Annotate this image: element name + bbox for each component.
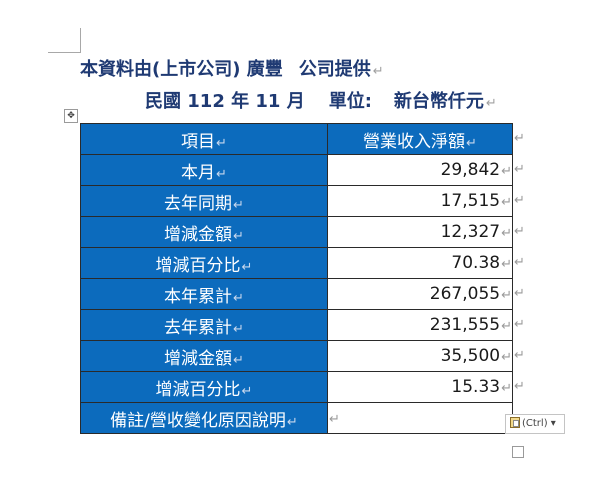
table-note-row: 備註/營收變化原因說明↵ ↵ bbox=[80, 402, 513, 434]
note-label: 備註/營收變化原因說明 bbox=[110, 410, 286, 431]
cell-end-mark: ↵ bbox=[501, 350, 512, 365]
cell-end-mark: ↵ bbox=[233, 290, 244, 306]
cell-end-mark: ↵ bbox=[233, 228, 244, 244]
header-line-period: 民國 112 年 11 月 單位: 新台幣仟元 ↵ bbox=[145, 91, 497, 115]
row-label-cell[interactable]: 本月↵ bbox=[80, 154, 328, 186]
row-value-cell[interactable]: 35,500↵ bbox=[327, 340, 513, 372]
cell-end-mark: ↵ bbox=[329, 412, 340, 427]
cell-end-mark: ↵ bbox=[216, 135, 227, 151]
table-row: 增減金額↵ 35,500↵ bbox=[80, 340, 513, 372]
row-value: 29,842 bbox=[440, 160, 501, 180]
header-value-cell[interactable]: 營業收入淨額↵ bbox=[327, 123, 513, 155]
row-end-mark: ↵ bbox=[514, 348, 525, 363]
row-label: 本月 bbox=[181, 162, 216, 183]
row-label: 增減百分比 bbox=[155, 255, 241, 276]
row-end-mark: ↵ bbox=[514, 317, 525, 332]
row-label: 增減百分比 bbox=[155, 379, 241, 400]
row-end-mark: ↵ bbox=[514, 286, 525, 301]
cell-end-mark: ↵ bbox=[233, 321, 244, 337]
row-label: 增減金額 bbox=[164, 224, 233, 245]
row-label: 去年同期 bbox=[164, 193, 233, 214]
row-end-mark: ↵ bbox=[514, 193, 525, 208]
paste-options-label: (Ctrl) bbox=[522, 418, 548, 429]
header-label: 項目 bbox=[181, 131, 216, 152]
page-corner-marker bbox=[48, 28, 81, 53]
period-text: 民國 112 年 11 月 bbox=[145, 91, 305, 112]
note-label-cell[interactable]: 備註/營收變化原因說明↵ bbox=[80, 402, 328, 434]
provided-text: 公司提供 bbox=[298, 59, 371, 80]
unit-value: 新台幣仟元 bbox=[393, 91, 484, 112]
row-label: 去年累計 bbox=[164, 317, 233, 338]
paragraph-mark: ↵ bbox=[485, 96, 497, 111]
table-header-row: 項目↵ 營業收入淨額↵ bbox=[80, 123, 513, 155]
row-label-cell[interactable]: 本年累計↵ bbox=[80, 278, 328, 310]
row-value: 17,515 bbox=[440, 191, 501, 211]
header-label-cell[interactable]: 項目↵ bbox=[80, 123, 328, 155]
table-resize-handle-icon[interactable] bbox=[512, 446, 524, 458]
row-value-cell[interactable]: 12,327↵ bbox=[327, 216, 513, 248]
cell-end-mark: ↵ bbox=[501, 226, 512, 241]
revenue-table: 項目↵ 營業收入淨額↵ 本月↵ 29,842↵ 去年同期↵ 17,515↵ 增減… bbox=[80, 123, 513, 434]
cell-end-mark: ↵ bbox=[466, 135, 477, 151]
table-row: 去年同期↵ 17,515↵ bbox=[80, 185, 513, 217]
cell-end-mark: ↵ bbox=[233, 352, 244, 368]
source-text: 本資料由(上市公司) 廣豐 bbox=[80, 59, 283, 80]
row-end-mark: ↵ bbox=[514, 131, 525, 146]
row-end-mark: ↵ bbox=[514, 379, 525, 394]
cell-end-mark: ↵ bbox=[501, 288, 512, 303]
row-value-cell[interactable]: 17,515↵ bbox=[327, 185, 513, 217]
table-move-handle-icon[interactable]: ✥ bbox=[64, 109, 78, 123]
paste-options-button[interactable]: (Ctrl) ▾ bbox=[505, 414, 565, 434]
table-row: 本年累計↵ 267,055↵ bbox=[80, 278, 513, 310]
cell-end-mark: ↵ bbox=[501, 164, 512, 179]
cell-end-mark: ↵ bbox=[241, 259, 253, 275]
cell-end-mark: ↵ bbox=[501, 195, 512, 210]
header-value: 營業收入淨額 bbox=[363, 131, 466, 152]
row-value-cell[interactable]: 70.38↵ bbox=[327, 247, 513, 279]
row-value: 12,327 bbox=[440, 222, 501, 242]
row-value: 267,055 bbox=[429, 284, 501, 304]
row-value-cell[interactable]: 15.33↵ bbox=[327, 371, 513, 403]
row-end-mark: ↵ bbox=[514, 162, 525, 177]
table-row: 增減百分比↵ 70.38↵ bbox=[80, 247, 513, 279]
unit-label: 單位: bbox=[328, 91, 372, 112]
cell-end-mark: ↵ bbox=[233, 197, 244, 213]
row-label-cell[interactable]: 增減百分比↵ bbox=[80, 371, 328, 403]
row-end-mark: ↵ bbox=[514, 255, 525, 270]
row-value-cell[interactable]: 29,842↵ bbox=[327, 154, 513, 186]
row-label-cell[interactable]: 去年累計↵ bbox=[80, 309, 328, 341]
header-line-source: 本資料由(上市公司) 廣豐 公司提供 ↵ bbox=[80, 59, 384, 83]
row-end-mark: ↵ bbox=[514, 224, 525, 239]
table-row: 本月↵ 29,842↵ bbox=[80, 154, 513, 186]
table-row: 增減金額↵ 12,327↵ bbox=[80, 216, 513, 248]
cell-end-mark: ↵ bbox=[501, 381, 512, 396]
chevron-down-icon: ▾ bbox=[550, 418, 556, 429]
row-label-cell[interactable]: 增減金額↵ bbox=[80, 340, 328, 372]
row-value-cell[interactable]: 231,555↵ bbox=[327, 309, 513, 341]
row-label-cell[interactable]: 增減金額↵ bbox=[80, 216, 328, 248]
row-label-cell[interactable]: 增減百分比↵ bbox=[80, 247, 328, 279]
cell-end-mark: ↵ bbox=[501, 257, 512, 272]
row-label-cell[interactable]: 去年同期↵ bbox=[80, 185, 328, 217]
row-label: 本年累計 bbox=[164, 286, 233, 307]
row-value-cell[interactable]: 267,055↵ bbox=[327, 278, 513, 310]
row-value: 70.38 bbox=[451, 253, 501, 273]
paragraph-mark: ↵ bbox=[372, 64, 384, 79]
row-value: 231,555 bbox=[429, 315, 501, 335]
row-value: 15.33 bbox=[451, 377, 501, 397]
table-row: 去年累計↵ 231,555↵ bbox=[80, 309, 513, 341]
row-value: 35,500 bbox=[440, 346, 501, 366]
cell-end-mark: ↵ bbox=[501, 319, 512, 334]
table-row: 增減百分比↵ 15.33↵ bbox=[80, 371, 513, 403]
clipboard-icon bbox=[510, 417, 520, 428]
cell-end-mark: ↵ bbox=[286, 414, 298, 430]
row-label: 增減金額 bbox=[164, 348, 233, 369]
cell-end-mark: ↵ bbox=[216, 166, 227, 182]
note-value-cell[interactable]: ↵ bbox=[327, 402, 513, 434]
cell-end-mark: ↵ bbox=[241, 383, 253, 399]
